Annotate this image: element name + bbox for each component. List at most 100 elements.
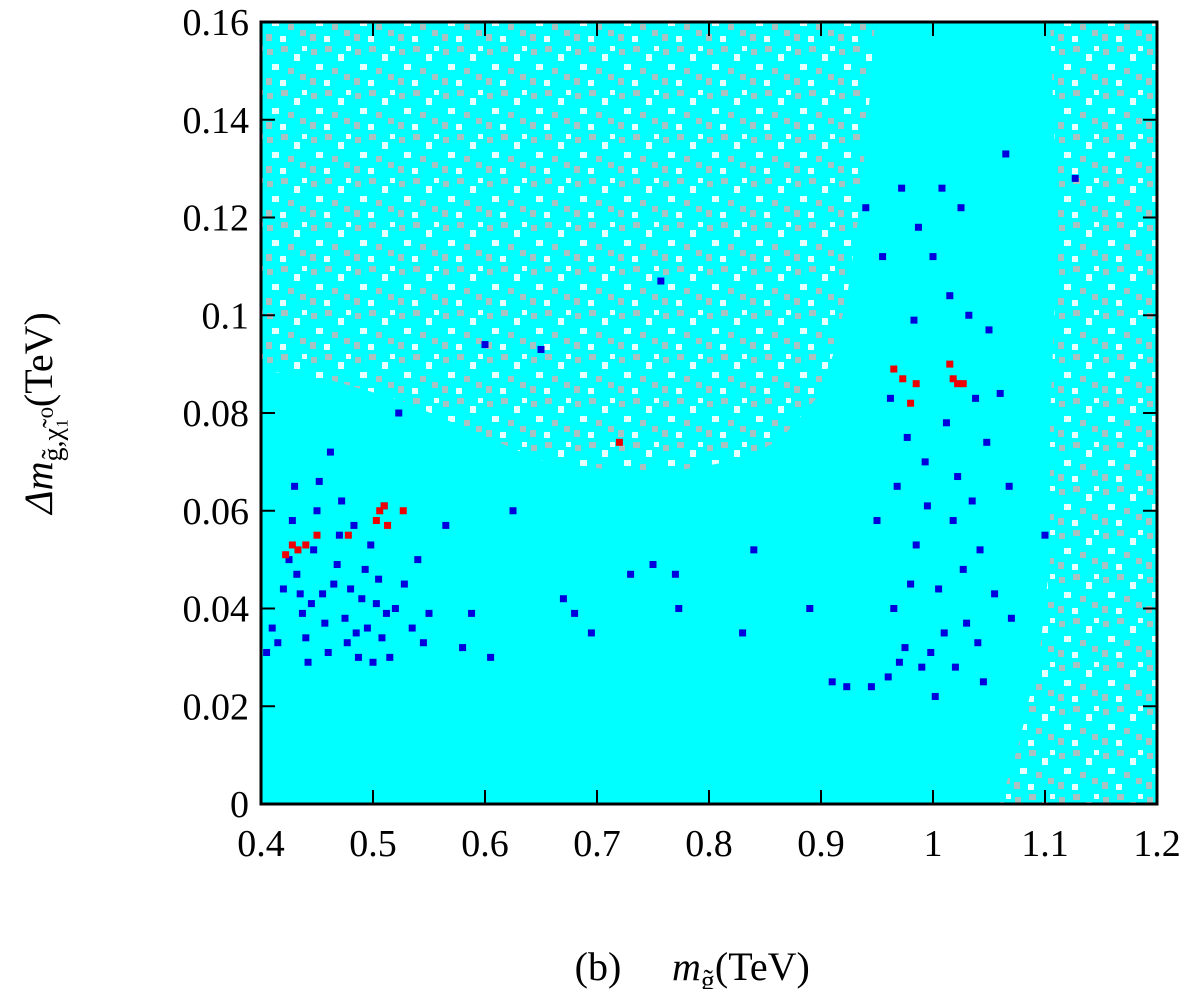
blue-data-point xyxy=(951,663,959,671)
x-axis: 0.4 0.5 0.6 0.7 0.8 0.9 1 1.1 1.2 xyxy=(237,22,1181,865)
blue-data-point xyxy=(942,419,950,427)
blue-data-point xyxy=(923,502,931,510)
blue-data-point xyxy=(884,673,892,681)
blue-data-point xyxy=(862,204,870,212)
blue-data-point xyxy=(386,653,394,661)
red-data-point xyxy=(912,380,920,388)
x-tick-label: 1.2 xyxy=(1133,823,1181,865)
blue-data-point xyxy=(657,277,665,285)
blue-point-series xyxy=(263,150,1079,700)
blue-data-point xyxy=(879,253,887,261)
blue-data-point xyxy=(315,477,323,485)
blue-data-point xyxy=(1005,482,1013,490)
blue-data-point xyxy=(918,663,926,671)
blue-data-point xyxy=(350,521,358,529)
blue-data-point xyxy=(867,683,875,691)
blue-data-point xyxy=(828,678,836,686)
blue-data-point xyxy=(965,311,973,319)
blue-data-point xyxy=(310,546,318,554)
blue-data-point xyxy=(914,223,922,231)
blue-data-point xyxy=(991,590,999,598)
blue-data-point xyxy=(571,609,579,617)
blue-data-point xyxy=(304,658,312,666)
blue-data-point xyxy=(395,409,403,417)
blue-data-point xyxy=(307,600,315,608)
blue-data-point xyxy=(893,482,901,490)
blue-data-point xyxy=(627,570,635,578)
red-data-point xyxy=(294,546,302,554)
blue-data-point xyxy=(898,184,906,192)
y-axis-label: Δmg̃,χ̃₁⁰(TeV) xyxy=(16,312,69,516)
blue-data-point xyxy=(481,341,489,349)
blue-data-point xyxy=(912,541,920,549)
blue-data-point xyxy=(293,570,301,578)
blue-data-point xyxy=(372,600,380,608)
red-data-point xyxy=(376,507,384,515)
blue-data-point xyxy=(1041,531,1049,539)
blue-data-point xyxy=(901,644,909,652)
blue-data-point xyxy=(940,629,948,637)
blue-data-point xyxy=(338,497,346,505)
blue-data-point xyxy=(288,517,296,525)
blue-data-point xyxy=(442,521,450,529)
blue-data-point xyxy=(929,253,937,261)
blue-data-point xyxy=(333,561,341,569)
red-data-point xyxy=(313,531,321,539)
blue-data-point xyxy=(927,648,935,656)
blue-data-point xyxy=(1007,614,1015,622)
red-point-series xyxy=(282,360,967,559)
blue-data-point xyxy=(419,639,427,647)
blue-data-point xyxy=(949,517,957,525)
blue-data-point xyxy=(873,517,881,525)
blue-data-point xyxy=(938,184,946,192)
blue-data-point xyxy=(321,619,329,627)
blue-data-point xyxy=(537,345,545,353)
blue-data-point xyxy=(963,619,971,627)
blue-data-point xyxy=(354,653,362,661)
blue-data-point xyxy=(425,609,433,617)
blue-data-point xyxy=(363,624,371,632)
blue-data-point xyxy=(375,575,383,583)
blue-data-point xyxy=(957,204,965,212)
blue-data-point xyxy=(890,605,898,612)
blue-data-point xyxy=(341,614,349,622)
blue-data-point xyxy=(931,692,939,700)
blue-data-point xyxy=(983,438,991,446)
blue-data-point xyxy=(985,326,993,334)
red-data-point xyxy=(946,360,954,368)
y-tick-label: 0.06 xyxy=(183,491,250,533)
red-data-point xyxy=(907,399,915,407)
red-data-point xyxy=(899,375,907,383)
blue-data-point xyxy=(935,585,943,593)
x-tick-label: 0.9 xyxy=(797,823,845,865)
x-tick-label: 0.8 xyxy=(685,823,733,865)
blue-data-point xyxy=(408,624,416,632)
speckled-region-right xyxy=(1000,22,1157,804)
blue-data-point xyxy=(886,394,894,402)
blue-data-point xyxy=(347,585,355,593)
blue-data-point xyxy=(335,531,343,539)
x-label-unit: (TeV) xyxy=(715,944,810,989)
blue-data-point xyxy=(298,609,306,617)
y-tick-label: 0.16 xyxy=(183,2,250,44)
blue-data-point xyxy=(291,482,299,490)
blue-data-point xyxy=(509,507,517,515)
blue-data-point xyxy=(361,565,369,573)
blue-data-point xyxy=(414,556,422,564)
blue-data-point xyxy=(326,448,334,456)
y-tick-label: 0.14 xyxy=(183,100,250,142)
x-tick-label: 0.7 xyxy=(573,823,621,865)
blue-data-point xyxy=(946,292,954,300)
x-label-subscript: g̃ xyxy=(701,966,715,989)
blue-data-point xyxy=(976,546,984,554)
y-axis: 0 0.02 0.04 0.06 0.08 0.1 0.12 0.14 0.16 xyxy=(183,2,1157,826)
red-data-point xyxy=(288,541,296,549)
blue-data-point xyxy=(996,389,1004,397)
blue-data-point xyxy=(369,658,377,666)
blue-data-point xyxy=(391,605,399,612)
x-tick-label: 0.6 xyxy=(461,823,509,865)
y-tick-label: 0.12 xyxy=(183,198,250,240)
blue-data-point xyxy=(263,648,271,656)
blue-data-point xyxy=(1071,174,1079,182)
